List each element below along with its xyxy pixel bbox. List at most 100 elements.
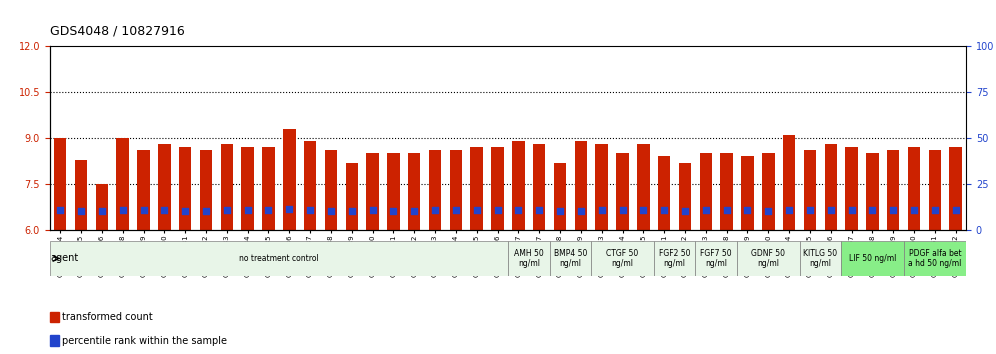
Bar xyxy=(617,153,628,354)
Bar xyxy=(449,150,462,354)
Point xyxy=(365,207,380,213)
Bar xyxy=(220,144,233,354)
Bar xyxy=(117,138,128,354)
Bar xyxy=(907,147,920,354)
Text: FGF2 50
ng/ml: FGF2 50 ng/ml xyxy=(658,249,690,268)
Point xyxy=(865,207,880,213)
Point xyxy=(823,207,839,213)
Point xyxy=(115,207,130,213)
Bar xyxy=(429,150,441,354)
Point xyxy=(261,207,277,213)
Point xyxy=(635,207,651,213)
FancyBboxPatch shape xyxy=(842,241,903,276)
Bar xyxy=(596,144,608,354)
Point xyxy=(448,207,464,213)
Text: PDGF alfa bet
a hd 50 ng/ml: PDGF alfa bet a hd 50 ng/ml xyxy=(908,249,961,268)
Point xyxy=(781,207,797,213)
Bar xyxy=(283,129,296,354)
Point xyxy=(760,208,776,213)
FancyBboxPatch shape xyxy=(50,241,508,276)
Bar xyxy=(533,144,546,354)
Text: GDS4048 / 10827916: GDS4048 / 10827916 xyxy=(50,25,184,38)
Bar xyxy=(658,156,670,354)
Point xyxy=(594,207,610,213)
Bar xyxy=(158,144,170,354)
Bar xyxy=(512,141,525,354)
Bar xyxy=(241,147,254,354)
Bar xyxy=(741,156,754,354)
Bar xyxy=(50,336,59,346)
Point xyxy=(510,207,526,213)
Point xyxy=(927,207,943,213)
Text: AMH 50
ng/ml: AMH 50 ng/ml xyxy=(514,249,544,268)
Point xyxy=(344,208,360,213)
Point xyxy=(385,208,401,213)
Bar xyxy=(54,138,67,354)
Bar xyxy=(50,312,59,322)
Bar xyxy=(867,153,878,354)
FancyBboxPatch shape xyxy=(592,241,653,276)
Bar xyxy=(325,150,338,354)
Bar xyxy=(367,153,378,354)
Point xyxy=(406,208,422,213)
Point xyxy=(552,208,568,214)
Point xyxy=(219,207,235,213)
Bar xyxy=(762,153,775,354)
Bar xyxy=(846,147,858,354)
Point xyxy=(906,207,922,213)
Bar xyxy=(783,135,796,354)
Bar xyxy=(491,147,504,354)
Text: agent: agent xyxy=(50,253,79,263)
Point xyxy=(490,207,506,213)
Bar xyxy=(887,150,899,354)
Bar xyxy=(575,141,587,354)
Point xyxy=(469,207,485,213)
Point xyxy=(719,207,735,213)
Point xyxy=(885,207,901,213)
Text: LIF 50 ng/ml: LIF 50 ng/ml xyxy=(849,254,896,263)
Point xyxy=(677,208,693,213)
Bar xyxy=(75,160,88,354)
Bar xyxy=(699,153,712,354)
Bar xyxy=(179,147,191,354)
Point xyxy=(573,208,589,214)
Bar xyxy=(554,162,567,354)
Point xyxy=(177,208,193,213)
Point xyxy=(281,206,297,212)
FancyBboxPatch shape xyxy=(903,241,966,276)
FancyBboxPatch shape xyxy=(800,241,842,276)
Bar xyxy=(804,150,816,354)
FancyBboxPatch shape xyxy=(508,241,550,276)
Bar xyxy=(949,147,962,354)
Point xyxy=(135,207,151,213)
Bar xyxy=(928,150,941,354)
Point xyxy=(323,208,339,213)
Point xyxy=(698,207,714,213)
Point xyxy=(240,207,256,213)
Point xyxy=(198,208,214,213)
Point xyxy=(73,208,89,214)
Point xyxy=(656,207,672,213)
Point xyxy=(156,207,172,213)
Bar xyxy=(346,162,358,354)
Point xyxy=(844,207,860,213)
Text: FGF7 50
ng/ml: FGF7 50 ng/ml xyxy=(700,249,732,268)
Text: CTGF 50
ng/ml: CTGF 50 ng/ml xyxy=(607,249,638,268)
Bar xyxy=(137,150,149,354)
Point xyxy=(302,207,318,213)
Point xyxy=(531,207,547,213)
Bar xyxy=(637,144,649,354)
Text: KITLG 50
ng/ml: KITLG 50 ng/ml xyxy=(804,249,838,268)
Point xyxy=(427,207,443,213)
Bar xyxy=(720,153,733,354)
Bar xyxy=(304,141,317,354)
Bar xyxy=(470,147,483,354)
Bar xyxy=(408,153,420,354)
Bar xyxy=(262,147,275,354)
Bar xyxy=(387,153,399,354)
FancyBboxPatch shape xyxy=(550,241,592,276)
Text: no treatment control: no treatment control xyxy=(239,254,319,263)
Point xyxy=(948,207,964,213)
Point xyxy=(615,207,630,213)
Point xyxy=(739,207,755,213)
